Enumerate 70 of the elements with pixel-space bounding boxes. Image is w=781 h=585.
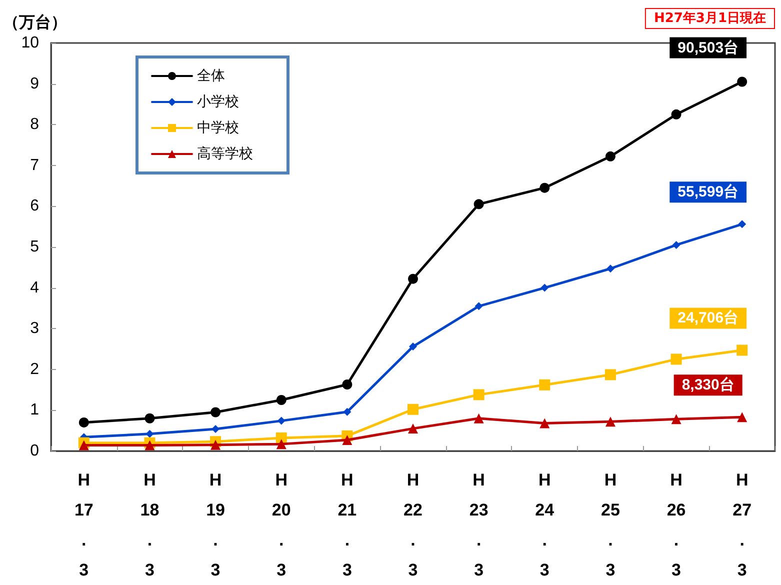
legend-label: 全体: [197, 68, 225, 84]
x-tick-label: H 19 . 3: [206, 470, 226, 580]
x-tick-label: H 24 . 3: [535, 470, 555, 580]
point: [343, 408, 352, 416]
point: [474, 199, 484, 210]
point: [736, 344, 748, 356]
y-tick-label: 2: [30, 360, 40, 378]
y-tick-label: 6: [30, 198, 40, 215]
y-tick-label: 4: [30, 279, 40, 296]
text: H27年3月1日現在: [654, 11, 766, 26]
annotation: 55,599台: [678, 184, 739, 201]
point: [342, 434, 352, 445]
y-tick-label: 10: [21, 34, 40, 52]
point: [144, 413, 155, 424]
point: [605, 416, 616, 427]
point: [670, 354, 682, 365]
x-tick-label: H 25 . 3: [600, 470, 620, 580]
y-tick-label: 8: [30, 116, 40, 134]
point: [606, 264, 614, 273]
annotation: 24,706台: [678, 310, 739, 327]
point: [738, 220, 746, 228]
x-tick-label: H 26 . 3: [666, 470, 686, 580]
point: [276, 439, 286, 450]
point: [210, 440, 221, 450]
point: [540, 284, 549, 292]
annotation: 8,330台: [682, 376, 734, 394]
point: [78, 440, 89, 450]
annotation: 90,503台: [678, 39, 739, 56]
point: [473, 389, 484, 400]
point: [210, 407, 221, 418]
point: [604, 369, 616, 380]
y-tick-label: 3: [30, 320, 40, 338]
x-tick-label: H 17 . 3: [74, 470, 94, 580]
point: [212, 424, 220, 433]
point: [672, 240, 680, 249]
point: [539, 379, 550, 390]
point: [78, 417, 89, 428]
point: [737, 76, 748, 87]
x-tick-label: H 23 . 3: [469, 470, 488, 580]
point: [474, 302, 483, 310]
legend-label: 高等学校: [197, 146, 253, 162]
point: [540, 182, 550, 193]
point: [408, 274, 418, 284]
point: [408, 404, 418, 415]
point: [671, 109, 682, 120]
x-tick-label: H 22 . 3: [404, 470, 422, 580]
point: [342, 380, 352, 390]
y-tick-label: 5: [30, 238, 40, 256]
y-tick-label: 9: [30, 75, 40, 92]
x-tick-label: H 20 . 3: [272, 470, 291, 580]
point: [146, 430, 154, 438]
y-tick-label: 0: [30, 442, 40, 460]
point: [474, 413, 484, 424]
point: [540, 418, 550, 428]
point: [144, 440, 155, 450]
x-tick-label: H 21 . 3: [338, 470, 357, 580]
legend-label: 小学校: [197, 94, 239, 110]
y-axis-title: （万台）: [3, 14, 67, 32]
point: [276, 395, 286, 405]
legend-label: 中学校: [197, 120, 239, 136]
point: [671, 414, 682, 424]
point: [737, 412, 748, 422]
x-tick-label: H 27 . 3: [732, 470, 752, 580]
point: [409, 342, 417, 351]
y-tick-label: 1: [30, 402, 40, 419]
point: [408, 424, 418, 434]
point: [277, 416, 286, 425]
point: [605, 151, 616, 162]
x-tick-label: H 18 . 3: [140, 470, 160, 580]
y-tick-label: 7: [30, 156, 40, 174]
